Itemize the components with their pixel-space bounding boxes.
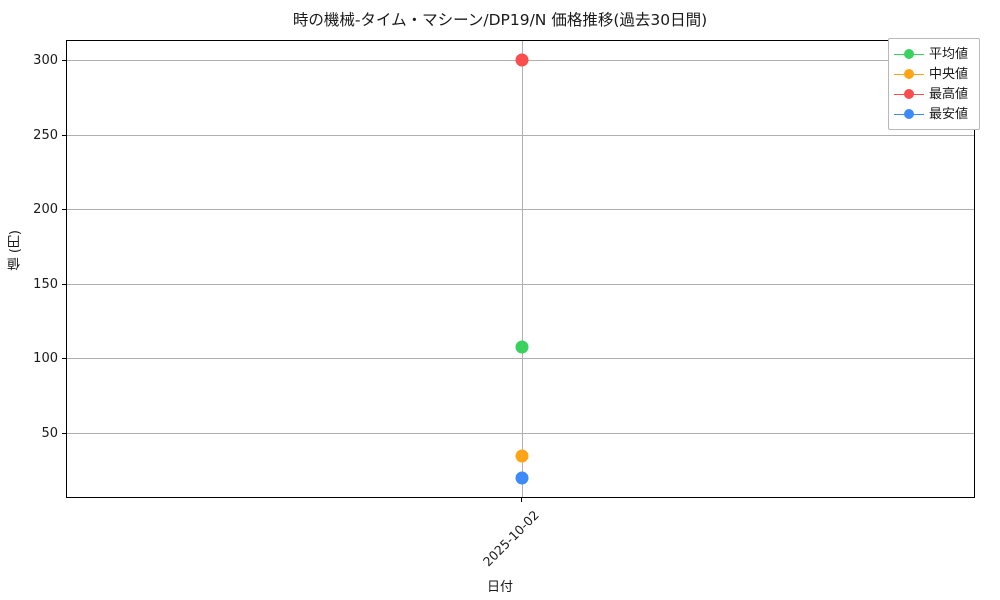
data-point-mean[interactable] — [515, 340, 529, 354]
plot-area — [66, 40, 975, 498]
x-tick-mark — [521, 498, 523, 502]
x-tick-label: 2025-10-02 — [479, 507, 542, 570]
legend-label: 最安値 — [929, 106, 969, 122]
y-tick-mark — [62, 135, 66, 137]
gridline-vertical — [522, 41, 523, 497]
y-tick-label: 200 — [33, 202, 58, 217]
y-tick-mark — [62, 209, 66, 211]
y-tick-mark — [62, 60, 66, 62]
legend-label: 中央値 — [929, 66, 969, 82]
y-tick-label: 300 — [33, 53, 58, 68]
chart-title: 時の機械-タイム・マシーン/DP19/N 価格推移(過去30日間) — [292, 11, 708, 29]
gridline-horizontal — [67, 358, 974, 359]
y-tick-mark — [62, 358, 66, 360]
legend-marker-icon — [894, 68, 924, 81]
legend-item-min[interactable]: 最安値 — [894, 104, 974, 124]
gridline-horizontal — [67, 209, 974, 210]
legend-item-mean[interactable]: 平均値 — [894, 44, 974, 64]
gridline-horizontal — [67, 284, 974, 285]
y-tick-label: 100 — [33, 351, 58, 366]
y-tick-mark — [62, 433, 66, 435]
legend-label: 平均値 — [929, 46, 969, 62]
y-tick-mark — [62, 284, 66, 286]
chart-legend[interactable]: 平均値 中央値 最高値 最安値 — [888, 38, 980, 130]
data-point-min[interactable] — [515, 471, 529, 485]
y-tick-label: 250 — [33, 128, 58, 143]
gridline-horizontal — [67, 135, 974, 136]
legend-label: 最高値 — [929, 86, 969, 102]
y-axis-label: 値 (円) — [8, 230, 23, 271]
legend-marker-icon — [894, 88, 924, 101]
gridline-horizontal — [67, 433, 974, 434]
data-point-median[interactable] — [515, 449, 529, 463]
legend-item-median[interactable]: 中央値 — [894, 64, 974, 84]
legend-marker-icon — [894, 108, 924, 121]
legend-marker-icon — [894, 48, 924, 61]
y-tick-label: 50 — [41, 426, 58, 441]
data-point-max[interactable] — [515, 53, 529, 67]
x-axis-label: 日付 — [486, 580, 513, 595]
y-tick-label: 150 — [33, 277, 58, 292]
legend-item-max[interactable]: 最高値 — [894, 84, 974, 104]
